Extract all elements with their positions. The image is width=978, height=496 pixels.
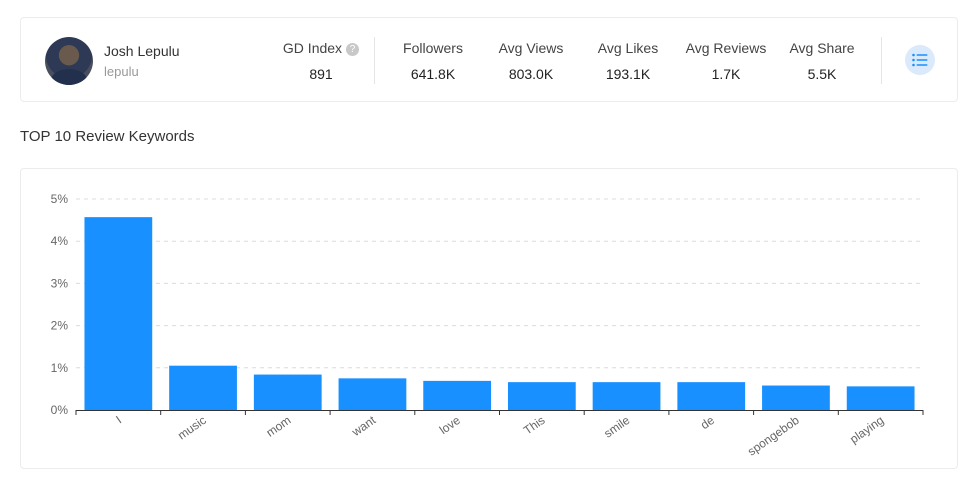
bar-spongebob[interactable]	[762, 385, 830, 410]
stat-avg-likes-value: 193.1K	[605, 66, 651, 82]
bar-This[interactable]	[507, 382, 576, 410]
bar-playing[interactable]	[846, 386, 915, 410]
bar-love[interactable]	[423, 380, 492, 410]
stat-avg-likes-label: Avg Likes	[597, 40, 659, 56]
stat-avg-reviews-label: Avg Reviews	[685, 40, 767, 56]
y-tick-label: 0%	[51, 403, 69, 417]
help-icon[interactable]: ?	[346, 43, 360, 56]
x-tick-label: want	[349, 413, 379, 440]
x-tick-label: This	[521, 413, 548, 437]
list-icon	[912, 53, 928, 67]
x-tick-label: mom	[264, 413, 294, 440]
bar-I[interactable]	[84, 217, 153, 410]
stat-avg-likes: Avg Likes 193.1K	[587, 40, 669, 82]
stat-avg-views-value: 803.0K	[508, 66, 554, 82]
y-tick-label: 3%	[51, 276, 69, 290]
y-tick-label: 5%	[51, 192, 69, 206]
stat-gd-index: GD Index? 891	[279, 40, 363, 82]
stat-gd-index-label: GD Index	[282, 40, 343, 56]
stat-followers: Followers 641.8K	[393, 40, 473, 82]
profile-card: Josh Lepulu lepulu GD Index? 891 Followe…	[20, 17, 958, 102]
stat-followers-value: 641.8K	[410, 66, 456, 82]
y-tick-label: 4%	[51, 234, 69, 248]
stat-avg-share-value: 5.5K	[807, 66, 837, 82]
y-tick-label: 1%	[51, 361, 69, 375]
user-handle: lepulu	[104, 64, 139, 79]
stat-avg-share-label: Avg Share	[789, 40, 855, 56]
user-name: Josh Lepulu	[104, 43, 180, 59]
section-title: TOP 10 Review Keywords	[20, 128, 195, 145]
x-tick-label: spongebob	[745, 413, 802, 459]
bar-mom[interactable]	[253, 374, 322, 410]
stat-avg-views-label: Avg Views	[498, 40, 564, 56]
stat-avg-reviews: Avg Reviews 1.7K	[681, 40, 771, 82]
x-tick-label: love	[437, 413, 463, 437]
bar-want[interactable]	[338, 378, 407, 410]
stat-divider	[374, 37, 375, 84]
x-tick-label: de	[698, 413, 717, 432]
stat-avg-views: Avg Views 803.0K	[490, 40, 572, 82]
stat-followers-label: Followers	[403, 40, 463, 56]
keyword-bar-chart: 0% 1% 2% 3% 4% 5% I music mom want love This smile de…	[51, 192, 924, 459]
stat-divider	[881, 37, 882, 84]
stat-avg-share: Avg Share 5.5K	[781, 40, 863, 82]
bar-de[interactable]	[677, 382, 746, 410]
stat-avg-reviews-value: 1.7K	[711, 66, 741, 82]
avatar	[45, 37, 93, 85]
x-tick-label: playing	[847, 413, 886, 446]
y-tick-label: 2%	[51, 319, 69, 333]
x-tick-label: smile	[601, 413, 632, 441]
list-menu-button[interactable]	[905, 45, 935, 75]
bar-music[interactable]	[169, 365, 237, 410]
x-tick-label: I	[113, 413, 124, 426]
bar-smile[interactable]	[592, 382, 661, 410]
x-tick-label: music	[175, 413, 209, 442]
stat-gd-index-value: 891	[309, 66, 333, 82]
